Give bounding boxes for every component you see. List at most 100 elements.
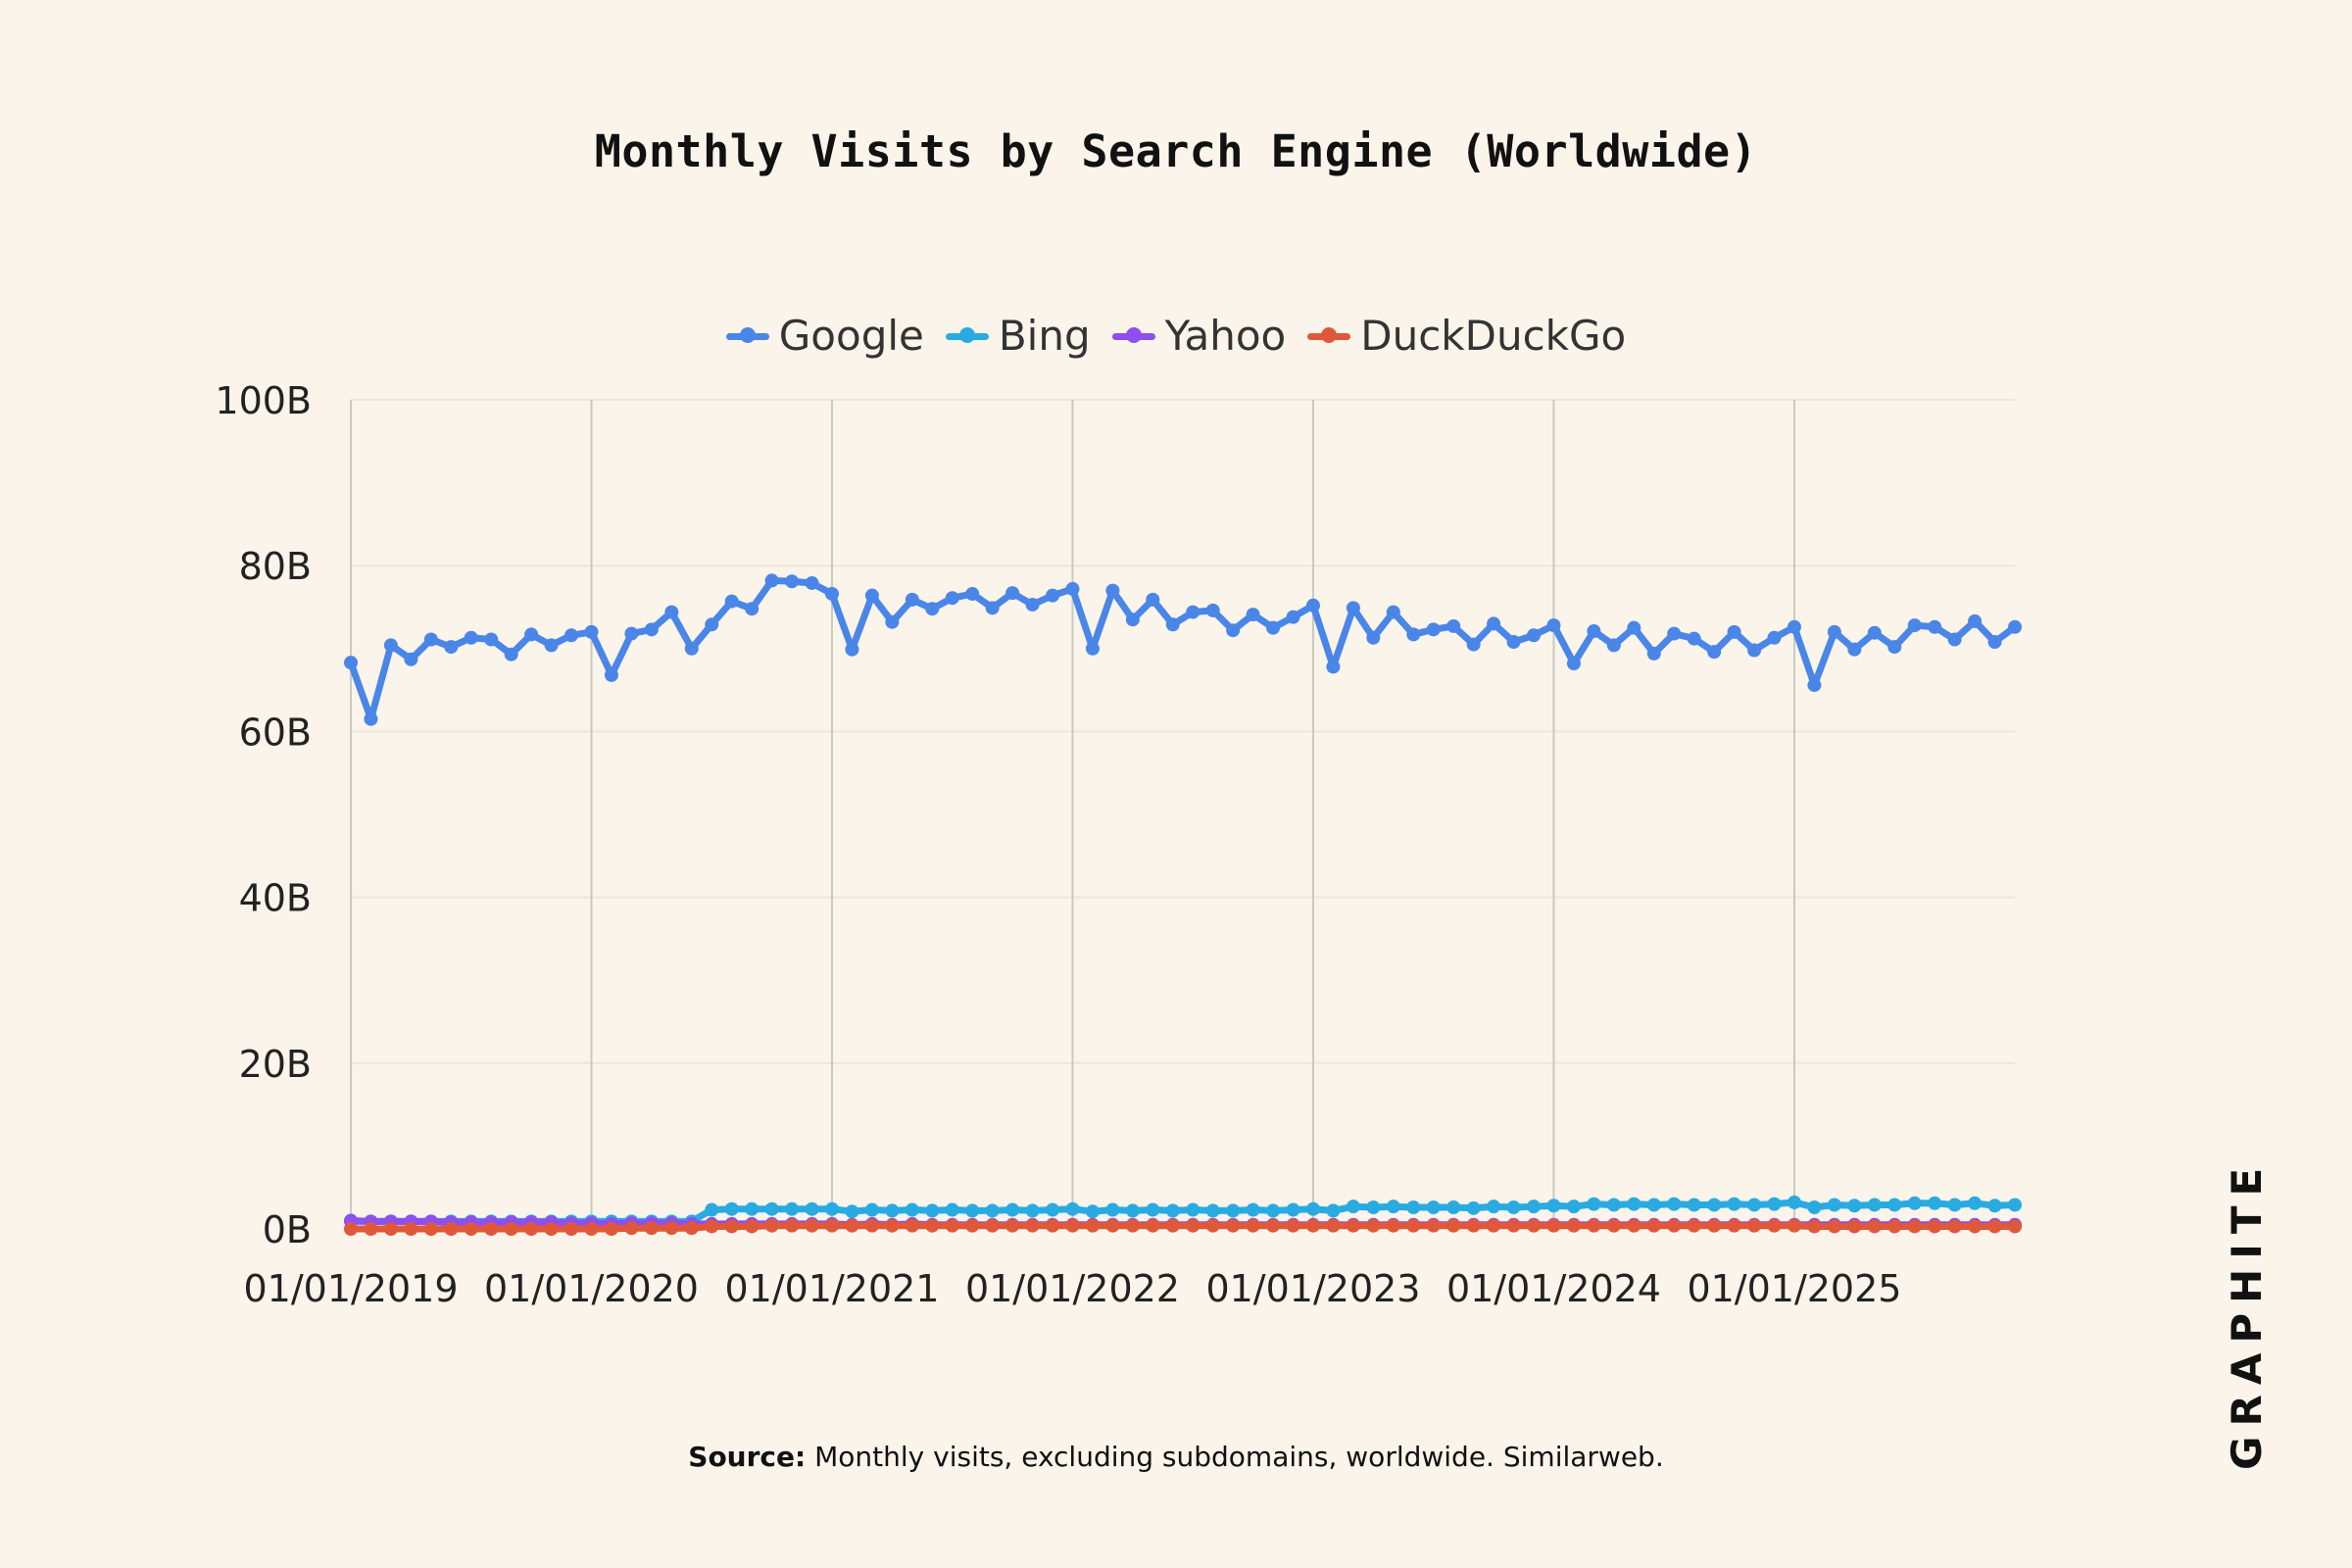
data-point-duckduckgo (1085, 1218, 1100, 1233)
data-point-duckduckgo (544, 1222, 559, 1236)
data-point-google (364, 711, 378, 726)
data-point-bing (1286, 1202, 1300, 1217)
data-point-bing (1867, 1198, 1882, 1212)
data-point-duckduckgo (1286, 1218, 1300, 1233)
data-point-google (985, 601, 1000, 615)
data-point-bing (785, 1201, 800, 1216)
data-point-google (925, 602, 940, 616)
data-point-duckduckgo (905, 1218, 919, 1233)
data-point-bing (1305, 1201, 1320, 1216)
data-point-duckduckgo (2008, 1219, 2022, 1234)
data-point-google (1406, 627, 1421, 642)
data-point-duckduckgo (724, 1219, 739, 1234)
data-point-google (1587, 624, 1601, 639)
data-point-duckduckgo (624, 1221, 639, 1236)
data-point-duckduckgo (1065, 1218, 1080, 1233)
data-point-bing (1627, 1197, 1642, 1211)
series-line-bing (347, 1199, 2019, 1225)
data-point-google (2008, 619, 2022, 634)
data-point-duckduckgo (504, 1222, 518, 1236)
data-point-bing (845, 1204, 859, 1219)
data-point-bing (1707, 1198, 1722, 1212)
data-point-google (1305, 598, 1320, 612)
data-point-google (1646, 646, 1661, 661)
data-point-bing (965, 1203, 980, 1218)
data-point-google (383, 638, 398, 653)
data-point-duckduckgo (1005, 1218, 1020, 1233)
data-point-duckduckgo (564, 1222, 579, 1236)
data-point-google (1566, 657, 1581, 671)
data-point-google (644, 622, 659, 637)
data-point-duckduckgo (845, 1218, 859, 1233)
data-point-google (1887, 640, 1902, 655)
data-point-duckduckgo (1787, 1218, 1801, 1233)
data-point-duckduckgo (945, 1218, 959, 1233)
data-point-duckduckgo (423, 1222, 438, 1236)
data-point-duckduckgo (344, 1222, 358, 1236)
data-point-duckduckgo (1707, 1218, 1722, 1233)
data-point-duckduckgo (1527, 1218, 1542, 1233)
data-point-bing (864, 1202, 879, 1217)
data-point-google (724, 594, 739, 609)
data-point-bing (1426, 1200, 1441, 1215)
data-point-duckduckgo (1025, 1218, 1040, 1233)
data-point-bing (1506, 1200, 1521, 1215)
data-point-bing (925, 1203, 940, 1218)
data-point-bing (1085, 1204, 1100, 1219)
legend-marker-bing (945, 326, 989, 343)
data-point-duckduckgo (464, 1222, 478, 1236)
data-point-duckduckgo (1446, 1218, 1461, 1233)
y-tick-label: 20B (239, 1043, 312, 1086)
data-point-google (1446, 618, 1461, 633)
data-point-bing (945, 1202, 959, 1217)
data-point-bing (1065, 1201, 1080, 1216)
data-point-duckduckgo (1046, 1218, 1060, 1233)
data-point-google (1146, 592, 1160, 607)
data-point-bing (1146, 1202, 1160, 1217)
x-tick-label: 01/01/2020 (484, 1267, 699, 1310)
data-point-google (705, 617, 719, 632)
data-point-duckduckgo (1226, 1218, 1241, 1233)
data-point-duckduckgo (745, 1219, 760, 1234)
data-point-duckduckgo (1386, 1218, 1400, 1233)
y-tick-label: 60B (239, 710, 312, 754)
data-point-google (864, 588, 879, 603)
data-point-google (1667, 626, 1682, 641)
data-point-duckduckgo (1246, 1218, 1260, 1233)
data-point-duckduckgo (1667, 1218, 1682, 1233)
data-point-google (1366, 630, 1381, 645)
data-point-bing (1847, 1199, 1862, 1213)
data-point-google (1968, 613, 1983, 628)
data-point-bing (1907, 1196, 1922, 1210)
data-point-duckduckgo (1987, 1219, 2002, 1234)
data-point-google (344, 656, 358, 670)
data-point-google (1727, 624, 1741, 639)
data-point-google (404, 652, 418, 666)
y-tick-label: 0B (263, 1208, 312, 1251)
data-point-google (1186, 605, 1200, 619)
data-point-google (1326, 660, 1341, 674)
data-point-google (584, 624, 599, 639)
legend-item-google: Google (725, 312, 924, 360)
data-point-google (423, 632, 438, 647)
data-point-duckduckgo (1326, 1218, 1341, 1233)
data-point-google (1947, 632, 1962, 647)
data-point-duckduckgo (364, 1222, 378, 1236)
data-point-duckduckgo (383, 1222, 398, 1236)
data-point-bing (1165, 1203, 1180, 1218)
legend-item-yahoo: Yahoo (1111, 312, 1286, 360)
data-point-duckduckgo (1305, 1218, 1320, 1233)
data-point-google (885, 614, 900, 629)
data-point-google (1527, 628, 1542, 643)
chart-title: Monthly Visits by Search Engine (Worldwi… (594, 125, 1758, 177)
data-point-duckduckgo (785, 1218, 800, 1233)
x-tick-label: 01/01/2021 (724, 1267, 939, 1310)
data-point-google (544, 638, 559, 653)
data-point-duckduckgo (925, 1218, 940, 1233)
data-point-bing (1887, 1198, 1902, 1212)
data-point-bing (1667, 1197, 1682, 1211)
data-point-google (1226, 623, 1241, 638)
data-point-duckduckgo (705, 1219, 719, 1234)
data-point-bing (824, 1201, 839, 1216)
data-point-duckduckgo (1968, 1219, 1983, 1234)
